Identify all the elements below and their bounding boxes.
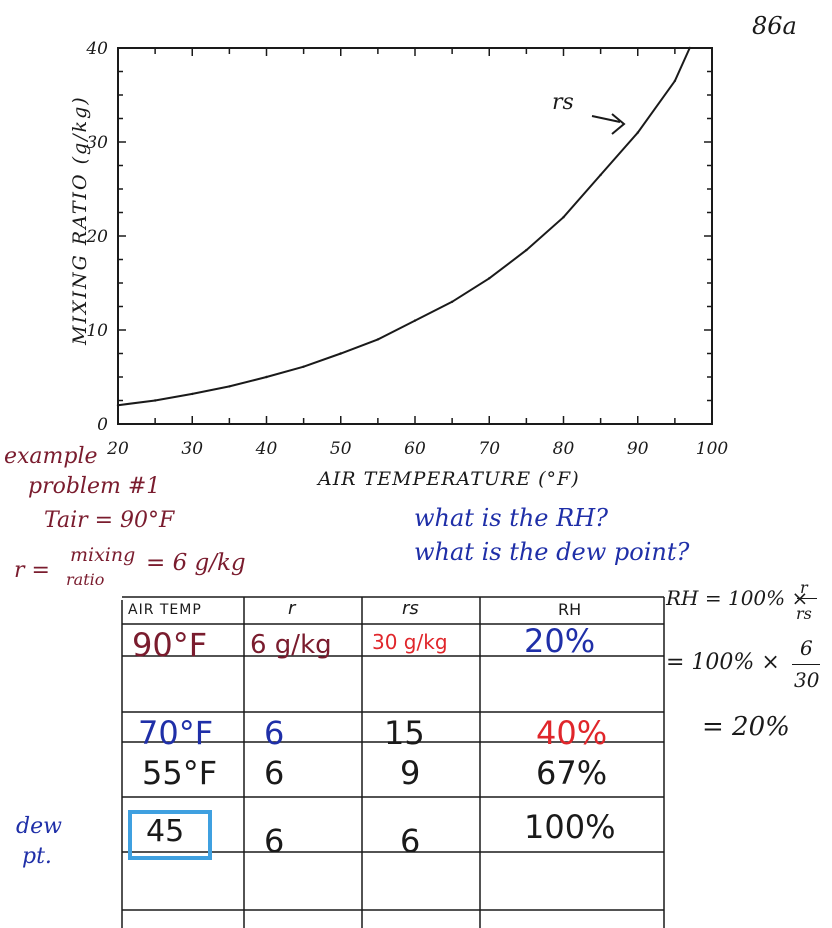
example-r-word1: mixing bbox=[70, 544, 136, 566]
dew-point-label-line1: dew bbox=[16, 814, 62, 839]
y-tick-label: 10 bbox=[86, 321, 108, 341]
table-header-rs: rs bbox=[402, 598, 419, 619]
formula-fraction-bar bbox=[797, 598, 817, 599]
y-tick-label: 20 bbox=[85, 227, 108, 247]
formula-denominator: rs bbox=[796, 604, 812, 623]
question-rh: what is the RH? bbox=[414, 504, 609, 532]
dew-point-label-line2: pt. bbox=[22, 844, 52, 869]
data-point bbox=[673, 79, 677, 83]
data-point bbox=[116, 404, 120, 407]
data-point bbox=[413, 319, 417, 322]
formula-denominator-2: 30 bbox=[794, 668, 820, 692]
x-tick-label: 70 bbox=[478, 439, 500, 459]
formula-line3: = 20% bbox=[702, 712, 790, 742]
table-row-4-temp: 45 bbox=[146, 814, 185, 849]
x-tick-label: 60 bbox=[404, 439, 426, 459]
data-point bbox=[153, 399, 157, 402]
data-point bbox=[265, 375, 268, 379]
table-row-4-r: 6 bbox=[264, 822, 285, 860]
data-point bbox=[562, 216, 565, 219]
table-row-2-rh: 40% bbox=[536, 714, 608, 752]
table-row-1-rs: 30 g/kg bbox=[372, 630, 448, 654]
x-tick-label: 80 bbox=[553, 439, 575, 459]
x-tick-label: 20 bbox=[106, 439, 129, 459]
example-r-value: = 6 g/kg bbox=[146, 550, 246, 576]
x-tick-label: 50 bbox=[330, 439, 352, 459]
table-row-3-rs: 9 bbox=[400, 754, 421, 792]
table-row-3-temp: 55°F bbox=[142, 754, 218, 792]
x-tick-label: 90 bbox=[627, 439, 649, 459]
table-row-2-temp: 70°F bbox=[138, 714, 214, 752]
page-number: 86a bbox=[752, 12, 797, 40]
curve-annotation-label: rs bbox=[552, 90, 574, 115]
data-point bbox=[228, 385, 231, 388]
y-tick-label: 30 bbox=[86, 133, 108, 153]
table-row-2-r: 6 bbox=[264, 714, 285, 752]
table-row-2-rs: 15 bbox=[384, 714, 425, 752]
x-tick-label: 100 bbox=[696, 439, 729, 459]
data-point bbox=[450, 300, 454, 303]
data-point bbox=[191, 392, 194, 396]
x-tick-label: 30 bbox=[181, 439, 203, 459]
formula-numerator: r bbox=[800, 578, 808, 597]
table-row-1-rh: 20% bbox=[524, 622, 596, 660]
table-row-3-r: 6 bbox=[264, 754, 285, 792]
data-point bbox=[525, 248, 528, 252]
data-point bbox=[302, 365, 305, 368]
table-header-r: r bbox=[288, 598, 296, 619]
data-point bbox=[376, 338, 380, 341]
example-title-line1: example bbox=[4, 444, 98, 469]
formula-fraction-bar-2 bbox=[792, 664, 820, 665]
y-tick-label: 0 bbox=[97, 415, 108, 435]
x-axis-label: AIR TEMPERATURE (°F) bbox=[318, 468, 580, 490]
question-dew-point: what is the dew point? bbox=[414, 538, 690, 566]
mixing-ratio-chart: 20 30 40 50 60 70 80 90 100 0 10 20 30 40 bbox=[85, 39, 729, 459]
data-point bbox=[599, 173, 602, 177]
formula-line1: RH = 100% × bbox=[666, 586, 809, 610]
formula-line2: = 100% × bbox=[666, 650, 780, 675]
annotation-arrow-icon bbox=[591, 113, 626, 135]
y-tick-label: 40 bbox=[85, 39, 108, 59]
table-header-rh: RH bbox=[558, 600, 582, 619]
table-row-1-r: 6 g/kg bbox=[250, 630, 332, 660]
data-point bbox=[636, 131, 639, 134]
data-point bbox=[488, 277, 491, 280]
data-point bbox=[339, 352, 342, 355]
table-header-air-temp: AIR TEMP bbox=[128, 602, 202, 618]
data-point bbox=[688, 46, 691, 50]
dew-point-highlight-box bbox=[128, 810, 212, 860]
formula-numerator-2: 6 bbox=[800, 636, 813, 660]
example-tair: Tair = 90°F bbox=[44, 508, 175, 533]
example-title-line2: problem #1 bbox=[28, 474, 161, 499]
table-row-4-rs: 6 bbox=[400, 822, 421, 860]
x-tick-label: 40 bbox=[255, 439, 278, 459]
table-row-4-rh: 100% bbox=[524, 808, 616, 846]
example-r-word2: ratio bbox=[66, 570, 105, 589]
example-r-symbol: r = bbox=[14, 558, 50, 583]
table-row-1-temp: 90°F bbox=[132, 626, 208, 664]
table-row-3-rh: 67% bbox=[536, 754, 608, 792]
